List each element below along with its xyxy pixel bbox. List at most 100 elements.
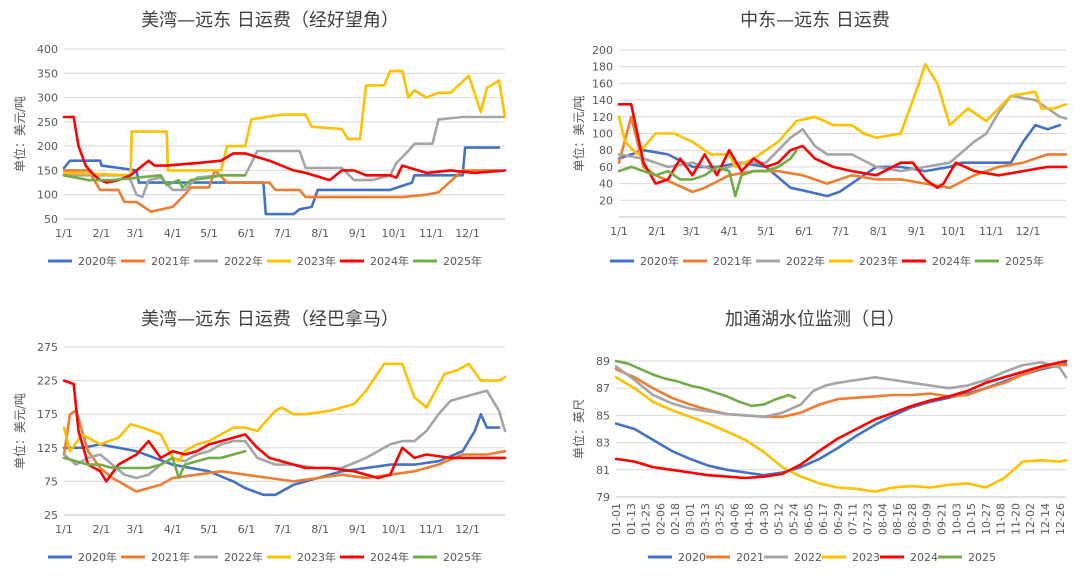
series-line-2025 (617, 148, 798, 198)
legend-label-2023: 2023 (852, 551, 880, 564)
y-tick-label: 79 (596, 491, 610, 504)
x-tick-label: 9/1 (908, 225, 926, 238)
y-tick-label: 25 (44, 509, 58, 522)
series-line-2022 (614, 361, 1068, 419)
x-tick-label: 10/1 (941, 225, 966, 238)
x-tick-label: 02-18 (669, 503, 682, 535)
x-tick-label: 10-15 (965, 503, 978, 535)
y-tick-label: 89 (596, 355, 610, 368)
y-tick-label: 160 (592, 77, 613, 90)
x-tick-label: 10/1 (381, 523, 406, 536)
y-tick-label: 20 (599, 194, 613, 207)
x-tick-label: 08-28 (906, 503, 919, 535)
x-tick-label: 06-29 (832, 503, 845, 535)
series-line-2021 (62, 409, 507, 493)
x-tick-label: 05-12 (773, 503, 786, 535)
x-tick-label: 3/1 (682, 225, 700, 238)
chart-c1: 美湾—远东 日运费（经好望角） 50 100 150 200 250 300 350 400 1/… (12, 10, 507, 268)
x-tick-label: 4/1 (720, 225, 738, 238)
x-tick-label: 07-11 (847, 503, 860, 535)
x-tick-label: 3/1 (126, 227, 144, 240)
y-tick-label: 175 (37, 408, 58, 421)
y-tick-label: 140 (592, 94, 613, 107)
legend-label-2020: 2020 (678, 551, 706, 564)
series-line-2022 (617, 94, 1068, 173)
series-line-2022 (62, 115, 507, 199)
chart-title: 美湾—远东 日运费（经巴拿马） (141, 308, 399, 330)
x-tick-label: 04-30 (758, 503, 771, 535)
x-tick-label: 8/1 (311, 523, 329, 536)
x-tick-label: 04-06 (728, 503, 741, 535)
y-axis-label: 单位：美元/吨 (12, 393, 27, 469)
y-tick-label: 200 (592, 44, 613, 57)
series-line-2024 (62, 379, 507, 483)
chart-c3: 美湾—远东 日运费（经巴拿马） 25 75 125 175 225 275 1/1 2/1 3/1… (12, 308, 507, 564)
y-axis-label: 单位：英尺 (571, 399, 586, 459)
legend-label-2021: 2021年 (151, 550, 190, 564)
x-tick-label: 06-05 (802, 503, 815, 535)
x-tick-label: 4/1 (164, 227, 182, 240)
legend-label-2025: 2025年 (1005, 254, 1044, 268)
legend-label-2023: 2023年 (859, 254, 898, 268)
series-line-2025 (614, 359, 797, 408)
x-tick-label: 1/1 (55, 227, 73, 240)
legend-label-2025: 2025年 (443, 254, 482, 268)
y-tick-label: 81 (596, 464, 610, 477)
x-tick-label: 10-27 (980, 503, 993, 535)
legend-label-2022: 2022 (794, 551, 822, 564)
x-tick-label: 05-24 (788, 503, 801, 535)
y-tick-label: 100 (37, 189, 58, 202)
x-tick-label: 09-21 (935, 503, 948, 535)
x-tick-label: 9/1 (349, 523, 367, 536)
x-tick-label: 8/1 (311, 227, 329, 240)
series-line-2020 (62, 146, 501, 216)
x-tick-label: 01-01 (610, 503, 623, 535)
legend-label-2020: 2020年 (78, 550, 117, 564)
x-tick-label: 10/1 (381, 227, 406, 240)
chart-c2: 中东—远东 日运费 20 40 60 80 100 120 140 160 180 200 1/1 2/… (571, 10, 1068, 268)
legend-label-2023: 2023年 (297, 550, 336, 564)
x-tick-label: 12/1 (455, 523, 480, 536)
x-tick-label: 12-14 (1039, 503, 1052, 535)
chart-title: 美湾—远东 日运费（经好望角） (141, 10, 399, 31)
x-tick-label: 6/1 (238, 523, 256, 536)
y-tick-label: 85 (596, 409, 610, 422)
x-tick-label: 2/1 (93, 523, 111, 536)
x-tick-label: 4/1 (164, 523, 182, 536)
chart-title: 加通湖水位监测（日） (725, 309, 905, 330)
legend-label-2022: 2022年 (786, 254, 825, 268)
series-line-2020 (614, 362, 1068, 477)
y-tick-label: 300 (37, 92, 58, 105)
x-tick-label: 1/1 (610, 225, 628, 238)
y-tick-label: 40 (599, 178, 613, 191)
series-line-2022 (62, 389, 507, 480)
x-tick-label: 12-02 (1024, 503, 1037, 535)
y-tick-label: 87 (596, 382, 610, 395)
legend-label-2021: 2021 (736, 551, 764, 564)
x-tick-label: 12/1 (455, 227, 480, 240)
series-line-2023 (617, 62, 1068, 169)
x-tick-label: 10-03 (950, 503, 963, 535)
legend-label-2020: 2020年 (78, 254, 117, 268)
series-line-2025 (62, 174, 247, 189)
x-tick-label: 3/1 (126, 523, 144, 536)
legend-label-2024: 2024年 (370, 254, 409, 268)
x-tick-label: 03-01 (684, 503, 697, 535)
x-tick-label: 5/1 (757, 225, 775, 238)
x-tick-label: 09-09 (921, 503, 934, 535)
x-tick-label: 2/1 (93, 227, 111, 240)
y-tick-label: 75 (44, 475, 58, 488)
chart-title: 中东—远东 日运费 (740, 10, 890, 31)
x-tick-label: 9/1 (349, 227, 367, 240)
y-tick-label: 200 (37, 140, 58, 153)
series-line-2020 (62, 412, 501, 497)
x-tick-label: 7/1 (274, 523, 292, 536)
y-axis-label: 单位：美元/吨 (571, 95, 586, 171)
y-tick-label: 250 (37, 116, 58, 129)
series-line-2023 (62, 362, 507, 463)
legend-label-2023: 2023年 (297, 254, 336, 268)
legend-label-2024: 2024 (910, 551, 938, 564)
x-tick-label: 11/1 (979, 225, 1004, 238)
